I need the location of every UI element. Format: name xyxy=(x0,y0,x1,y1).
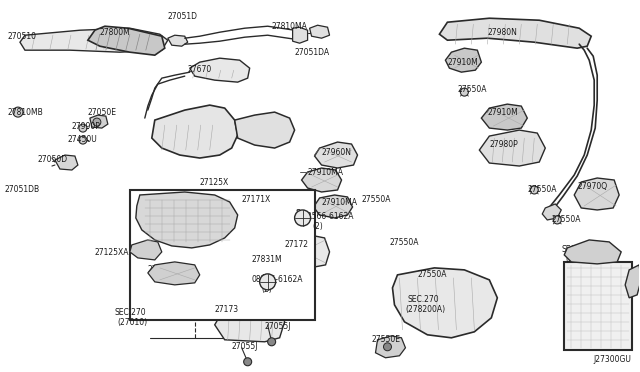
Text: (278200A): (278200A) xyxy=(406,305,445,314)
Text: 27050D: 27050D xyxy=(38,155,68,164)
Text: (27010): (27010) xyxy=(118,318,148,327)
Circle shape xyxy=(383,343,392,351)
Text: 27836N: 27836N xyxy=(148,265,178,274)
Circle shape xyxy=(79,136,87,144)
Text: 27910MA: 27910MA xyxy=(308,168,344,177)
Polygon shape xyxy=(292,27,308,43)
Circle shape xyxy=(460,88,468,96)
Polygon shape xyxy=(239,255,310,292)
Text: 27171X: 27171X xyxy=(242,195,271,204)
Text: (2): (2) xyxy=(262,285,273,294)
Text: (27100): (27100) xyxy=(565,255,595,264)
Polygon shape xyxy=(445,48,481,72)
Text: 27960N: 27960N xyxy=(321,148,351,157)
Polygon shape xyxy=(136,192,237,248)
Circle shape xyxy=(79,124,87,132)
Text: (2): (2) xyxy=(312,222,323,231)
Text: 27051D: 27051D xyxy=(168,12,198,21)
Circle shape xyxy=(13,107,23,117)
Circle shape xyxy=(244,358,252,366)
Polygon shape xyxy=(189,58,250,82)
Polygon shape xyxy=(564,240,621,264)
Polygon shape xyxy=(152,105,237,158)
Text: 270510: 270510 xyxy=(8,32,37,41)
Text: 27980P: 27980P xyxy=(490,140,518,149)
Polygon shape xyxy=(481,104,527,130)
Text: 27831M: 27831M xyxy=(252,255,282,264)
Text: J27300GU: J27300GU xyxy=(593,355,631,364)
Circle shape xyxy=(553,216,561,224)
Text: 27980N: 27980N xyxy=(487,28,517,37)
Text: 27173: 27173 xyxy=(214,305,239,314)
Text: 27450U: 27450U xyxy=(68,135,98,144)
Text: 27125XA: 27125XA xyxy=(95,248,129,257)
Circle shape xyxy=(294,210,310,226)
Text: SEC.271: SEC.271 xyxy=(561,245,593,254)
Text: 27670: 27670 xyxy=(188,65,212,74)
Polygon shape xyxy=(440,18,591,48)
Text: 27055J: 27055J xyxy=(265,322,291,331)
Text: 27990P: 27990P xyxy=(72,122,100,131)
Polygon shape xyxy=(214,303,285,342)
Text: 27810MA: 27810MA xyxy=(271,22,307,31)
Text: 27550A: 27550A xyxy=(362,195,391,204)
Text: 27970Q: 27970Q xyxy=(577,182,607,191)
Polygon shape xyxy=(392,268,497,338)
Polygon shape xyxy=(20,28,168,52)
Polygon shape xyxy=(255,195,282,215)
Text: 27050E: 27050E xyxy=(88,108,117,117)
Polygon shape xyxy=(90,115,108,128)
Polygon shape xyxy=(625,265,640,298)
Text: 27550A: 27550A xyxy=(551,215,580,224)
Text: 27800M: 27800M xyxy=(100,28,131,37)
Polygon shape xyxy=(310,25,330,38)
Text: 27172: 27172 xyxy=(285,240,308,249)
Circle shape xyxy=(260,274,276,290)
Text: 27910M: 27910M xyxy=(487,108,518,117)
Text: 27055J: 27055J xyxy=(232,342,258,351)
Text: 27125X: 27125X xyxy=(200,178,229,187)
Bar xyxy=(564,262,632,350)
Polygon shape xyxy=(168,35,188,46)
Polygon shape xyxy=(479,130,545,166)
Text: 27550A: 27550A xyxy=(458,85,487,94)
Polygon shape xyxy=(315,142,358,168)
Text: 27550A: 27550A xyxy=(527,185,557,194)
Polygon shape xyxy=(574,178,619,210)
Text: 27051DA: 27051DA xyxy=(294,48,330,57)
Polygon shape xyxy=(130,240,162,260)
Text: S: S xyxy=(262,274,267,280)
Polygon shape xyxy=(235,112,294,148)
Text: S: S xyxy=(296,209,301,215)
Bar xyxy=(130,190,315,320)
Text: SEC.270: SEC.270 xyxy=(115,308,147,317)
Polygon shape xyxy=(542,204,561,220)
Text: 27810MB: 27810MB xyxy=(8,108,44,117)
Circle shape xyxy=(93,118,101,126)
Polygon shape xyxy=(376,336,406,358)
Text: SEC.270: SEC.270 xyxy=(408,295,439,304)
Text: 27550E: 27550E xyxy=(371,335,401,344)
Text: 08566-6162A: 08566-6162A xyxy=(252,275,303,284)
Circle shape xyxy=(268,338,276,346)
Text: 08566-6162A: 08566-6162A xyxy=(303,212,354,221)
Text: 27550A: 27550A xyxy=(417,270,447,279)
Polygon shape xyxy=(269,235,330,268)
Text: 27051DB: 27051DB xyxy=(5,185,40,194)
Text: 27910M: 27910M xyxy=(447,58,478,67)
Text: 27910MA: 27910MA xyxy=(321,198,358,207)
Polygon shape xyxy=(301,168,342,192)
Polygon shape xyxy=(148,262,200,285)
Polygon shape xyxy=(314,195,353,218)
Circle shape xyxy=(531,186,538,194)
Text: 27550A: 27550A xyxy=(390,238,419,247)
Polygon shape xyxy=(55,155,78,170)
Polygon shape xyxy=(88,26,164,55)
